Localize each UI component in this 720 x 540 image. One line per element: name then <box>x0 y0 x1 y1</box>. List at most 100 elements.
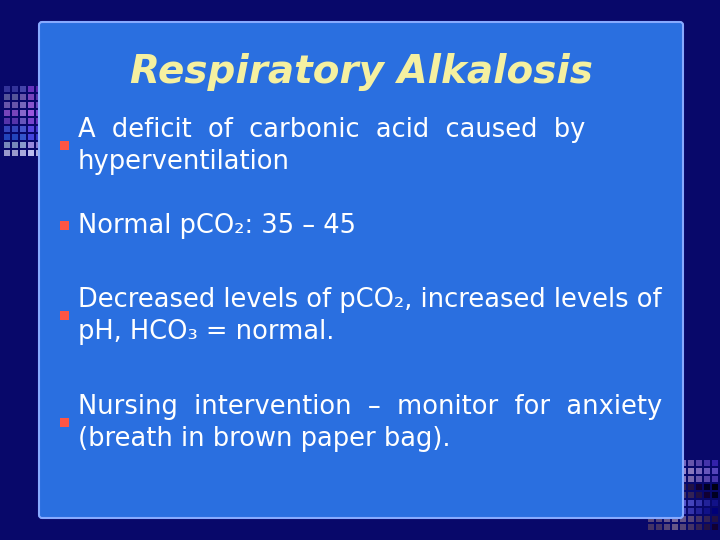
Bar <box>60 311 69 320</box>
Bar <box>688 500 694 506</box>
Bar <box>704 500 710 506</box>
Bar <box>688 516 694 522</box>
Bar <box>688 492 694 498</box>
Bar <box>664 524 670 530</box>
Bar <box>648 500 654 506</box>
Bar <box>696 484 702 490</box>
Bar <box>20 126 26 132</box>
Bar <box>712 484 718 490</box>
Bar <box>52 126 58 132</box>
Bar <box>688 460 694 466</box>
Bar <box>68 126 74 132</box>
Bar <box>656 460 662 466</box>
Bar <box>52 150 58 156</box>
Bar <box>648 460 654 466</box>
Bar <box>44 94 50 100</box>
Bar <box>648 524 654 530</box>
Bar <box>4 102 10 108</box>
Bar <box>648 508 654 514</box>
Bar <box>60 221 69 230</box>
Bar <box>20 94 26 100</box>
Bar <box>68 118 74 124</box>
Bar <box>60 126 66 132</box>
Bar <box>4 134 10 140</box>
Bar <box>20 150 26 156</box>
Bar <box>712 524 718 530</box>
Bar <box>60 418 69 427</box>
Bar <box>672 500 678 506</box>
Bar <box>704 492 710 498</box>
Bar <box>60 86 66 92</box>
Bar <box>44 102 50 108</box>
Bar <box>664 508 670 514</box>
Bar <box>664 476 670 482</box>
Bar <box>672 492 678 498</box>
Bar <box>20 86 26 92</box>
Bar <box>672 468 678 474</box>
Bar <box>36 126 42 132</box>
Bar <box>680 468 686 474</box>
Bar <box>656 500 662 506</box>
Bar <box>664 468 670 474</box>
Text: Nursing  intervention  –  monitor  for  anxiety
(breath in brown paper bag).: Nursing intervention – monitor for anxie… <box>78 394 662 452</box>
Bar <box>712 460 718 466</box>
Bar <box>68 102 74 108</box>
Bar <box>12 110 18 116</box>
Text: A  deficit  of  carbonic  acid  caused  by
hyperventilation: A deficit of carbonic acid caused by hyp… <box>78 117 585 175</box>
Bar <box>696 508 702 514</box>
Bar <box>12 126 18 132</box>
Bar <box>712 492 718 498</box>
Bar <box>712 508 718 514</box>
Bar <box>20 142 26 148</box>
Bar <box>656 492 662 498</box>
Bar <box>44 150 50 156</box>
Bar <box>680 492 686 498</box>
Bar <box>680 524 686 530</box>
Bar <box>68 86 74 92</box>
Bar <box>52 86 58 92</box>
Bar <box>672 484 678 490</box>
Bar <box>696 500 702 506</box>
Bar <box>44 110 50 116</box>
FancyBboxPatch shape <box>39 22 683 518</box>
Bar <box>4 86 10 92</box>
Bar <box>680 516 686 522</box>
Text: Decreased levels of pCO₂, increased levels of
pH, HCO₃ = normal.: Decreased levels of pCO₂, increased leve… <box>78 287 662 345</box>
Bar <box>44 142 50 148</box>
Bar <box>28 134 34 140</box>
Bar <box>60 142 66 148</box>
Bar <box>656 484 662 490</box>
Bar <box>664 460 670 466</box>
Bar <box>704 476 710 482</box>
Bar <box>712 500 718 506</box>
Bar <box>20 102 26 108</box>
Bar <box>680 484 686 490</box>
Bar <box>12 134 18 140</box>
Bar <box>688 476 694 482</box>
Bar <box>68 142 74 148</box>
Bar <box>704 508 710 514</box>
Bar <box>60 94 66 100</box>
Bar <box>52 118 58 124</box>
Bar <box>44 134 50 140</box>
Bar <box>696 524 702 530</box>
Bar <box>672 476 678 482</box>
Bar <box>680 460 686 466</box>
Bar <box>28 142 34 148</box>
Bar <box>648 516 654 522</box>
Bar <box>696 468 702 474</box>
Bar <box>664 516 670 522</box>
Bar <box>696 476 702 482</box>
Bar <box>68 110 74 116</box>
Bar <box>60 150 66 156</box>
Bar <box>648 492 654 498</box>
Bar <box>664 484 670 490</box>
Bar <box>36 150 42 156</box>
Bar <box>28 150 34 156</box>
Bar <box>704 524 710 530</box>
Bar <box>712 468 718 474</box>
Bar <box>28 126 34 132</box>
Bar <box>60 134 66 140</box>
Bar <box>28 110 34 116</box>
Bar <box>36 94 42 100</box>
